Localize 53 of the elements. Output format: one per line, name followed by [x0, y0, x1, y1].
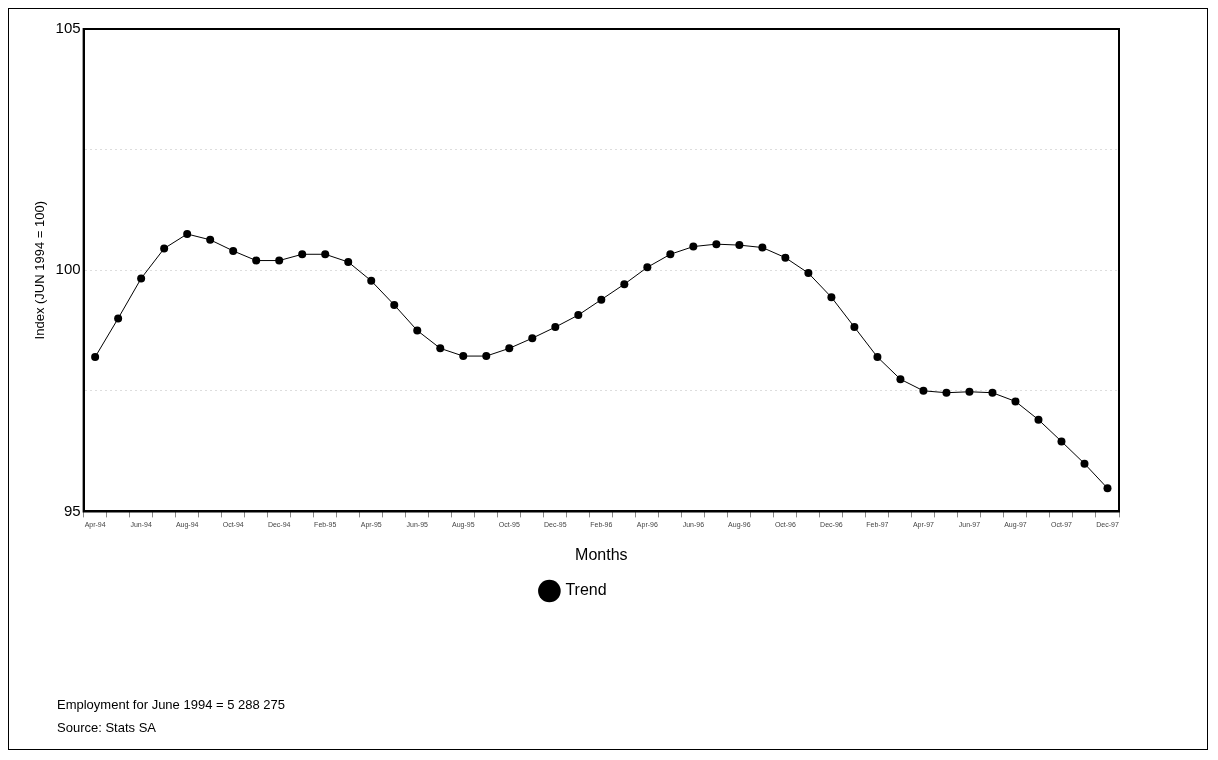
y-tick-label: 95 [63, 501, 81, 519]
point [758, 243, 767, 252]
point [896, 375, 905, 384]
point [459, 352, 468, 361]
point [1034, 415, 1043, 424]
point [551, 323, 560, 332]
point [689, 242, 698, 251]
point [712, 240, 721, 249]
point [413, 326, 422, 335]
point [206, 235, 215, 244]
point [988, 388, 997, 397]
point [781, 253, 790, 262]
point [298, 250, 307, 259]
point [91, 353, 100, 362]
point [183, 230, 192, 239]
point [252, 256, 261, 265]
point [850, 323, 859, 332]
point [137, 274, 146, 283]
point [436, 344, 445, 353]
point [873, 353, 882, 362]
legend-label: Trend [565, 581, 607, 599]
x-axis-title: Months [575, 545, 628, 563]
point [942, 388, 951, 397]
text: Employment for June 1994 = 5 288 275 [57, 697, 286, 712]
point [114, 314, 123, 323]
point [1011, 397, 1020, 406]
point [620, 280, 629, 289]
point [528, 334, 537, 343]
y-tick-label: 100 [55, 260, 81, 278]
point [735, 241, 744, 250]
point [919, 386, 928, 395]
point [666, 250, 675, 259]
point [574, 311, 583, 320]
point [965, 387, 974, 396]
point [160, 244, 169, 253]
source-note: Source: Stats SA [57, 720, 157, 735]
point [1103, 484, 1112, 493]
point [505, 344, 514, 353]
point [597, 295, 606, 304]
point [344, 258, 353, 266]
point [390, 300, 399, 309]
point [275, 256, 284, 265]
point [643, 263, 652, 272]
y-tick-label: 105 [55, 19, 81, 37]
point [482, 352, 491, 361]
point [827, 293, 836, 302]
point [367, 276, 376, 285]
point [1057, 437, 1066, 446]
y-axis-title: Index (JUN 1994 = 100) [32, 201, 48, 340]
point [1080, 459, 1089, 468]
point [804, 269, 813, 278]
point [321, 250, 330, 259]
point [229, 246, 238, 255]
